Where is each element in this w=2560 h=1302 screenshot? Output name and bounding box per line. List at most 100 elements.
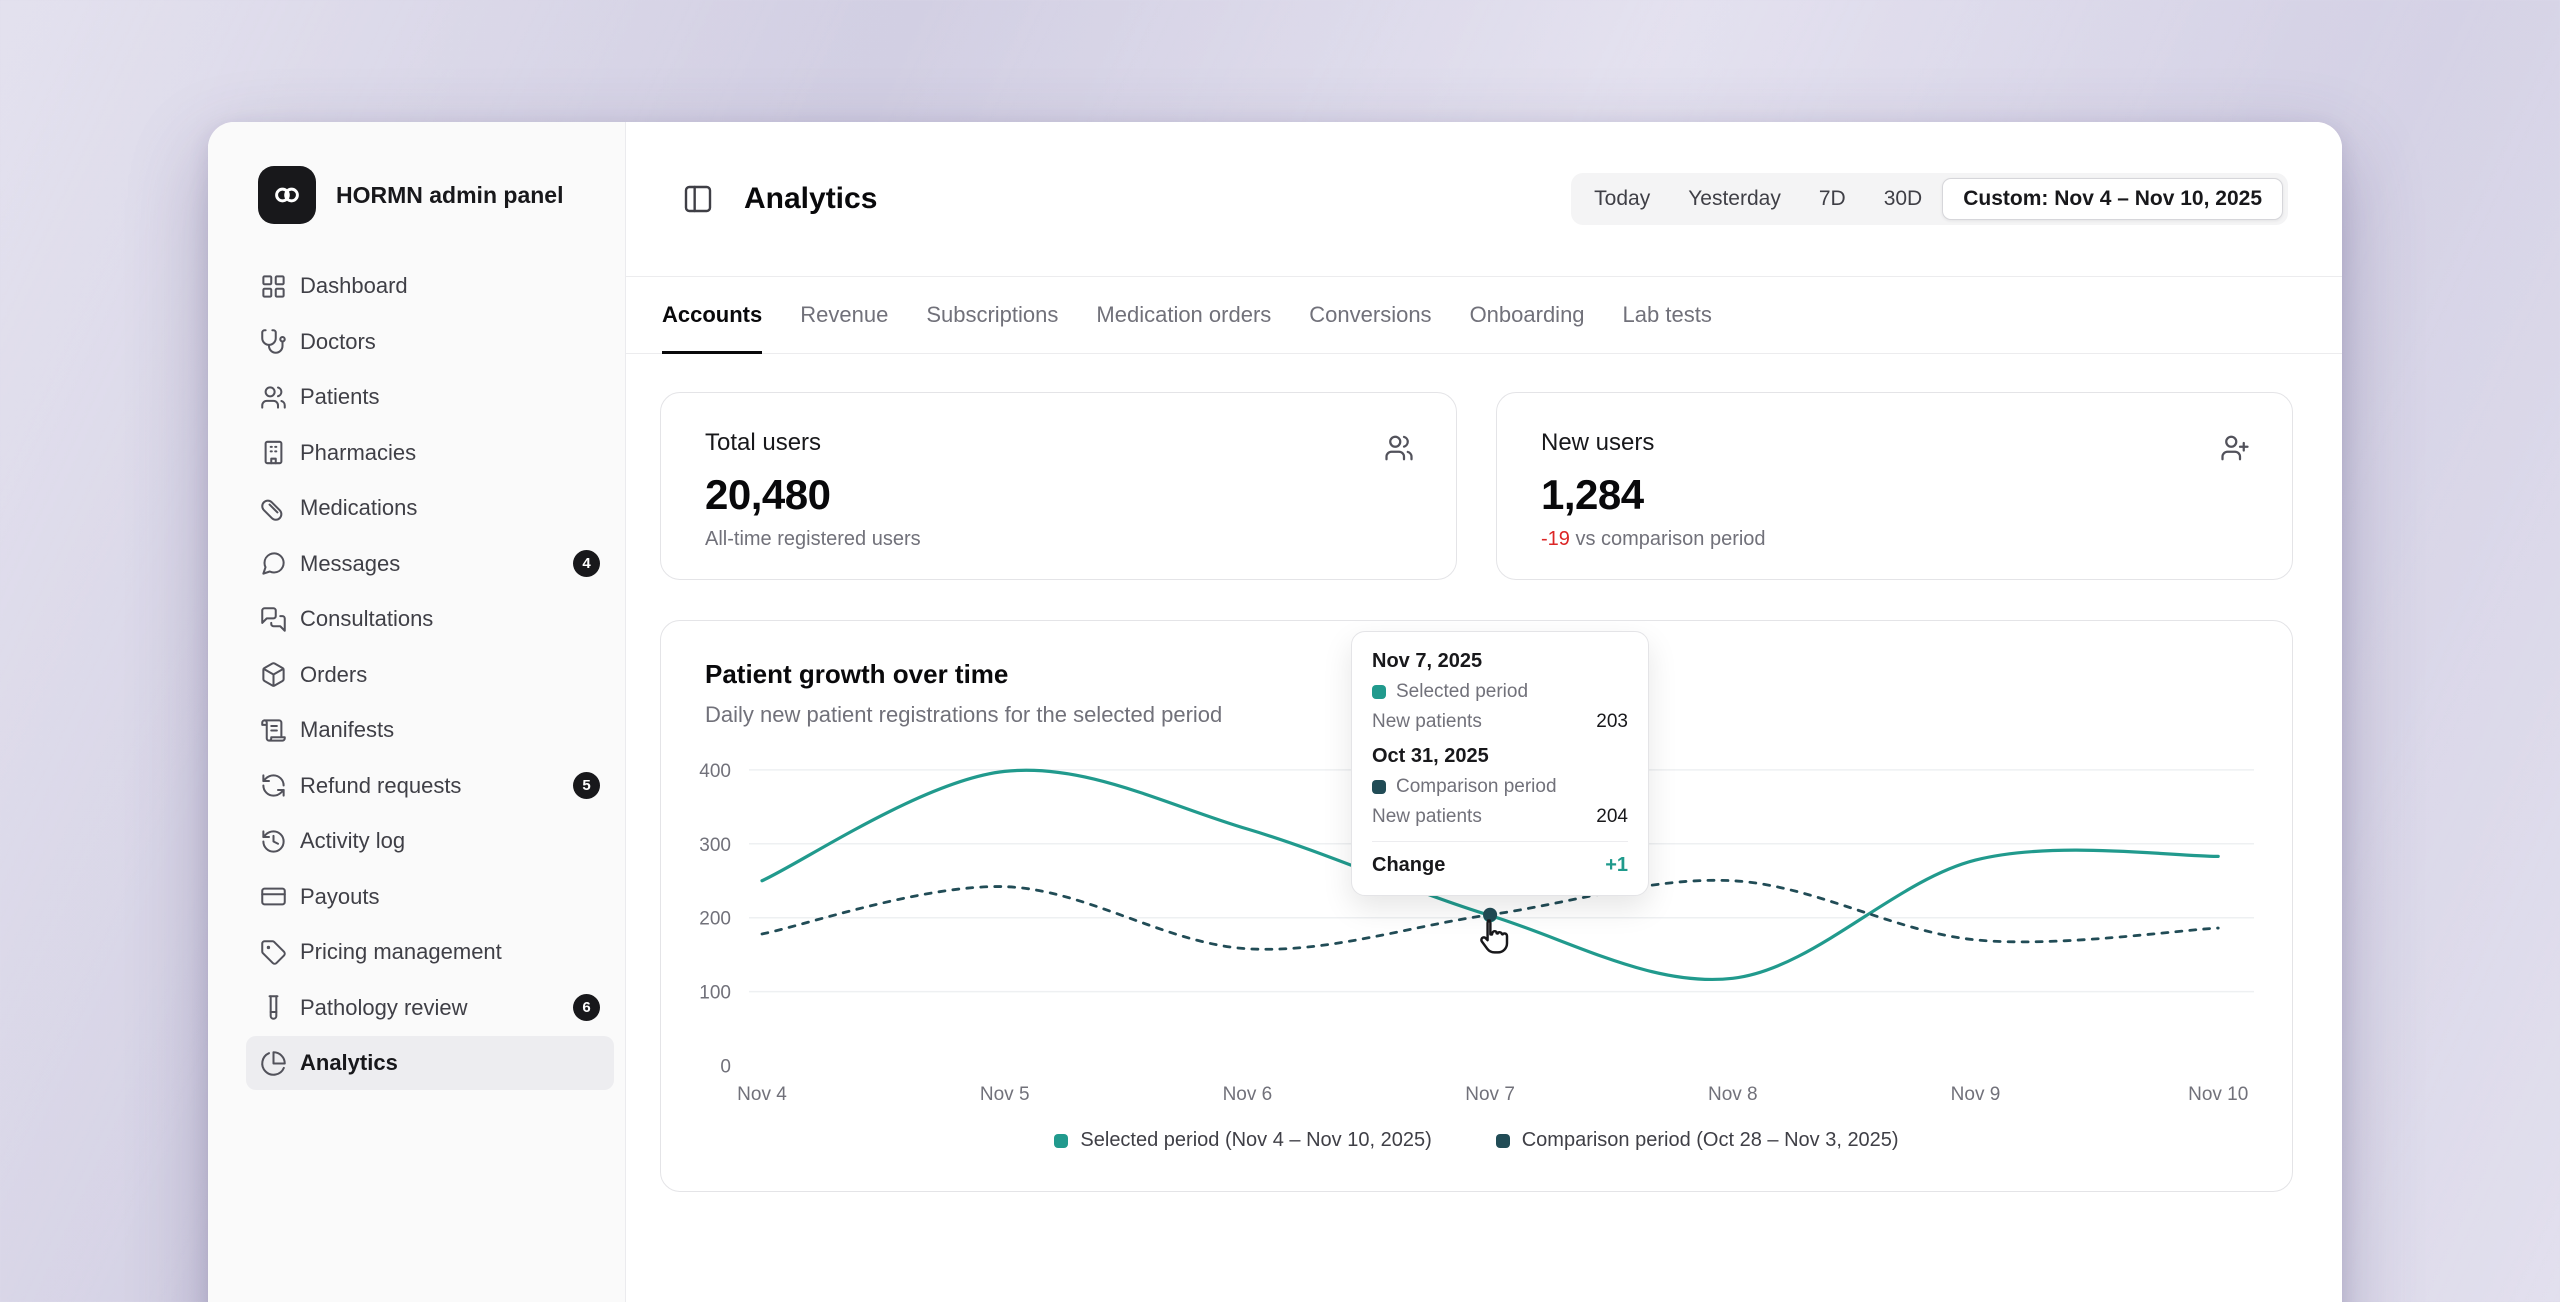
sidebar-item-payouts[interactable]: Payouts bbox=[246, 870, 614, 924]
sidebar-toggle-icon[interactable] bbox=[682, 183, 714, 215]
content: Total users 20,480 All-time registered u… bbox=[626, 354, 2342, 1192]
stat-caption: All-time registered users bbox=[705, 528, 921, 550]
link-icon bbox=[275, 187, 299, 203]
sidebar-item-label: Medications bbox=[300, 495, 418, 520]
sidebar-item-patients[interactable]: Patients bbox=[246, 370, 614, 424]
comparison-swatch bbox=[1495, 1133, 1510, 1148]
sidebar-item-pharmacies[interactable]: Pharmacies bbox=[246, 426, 614, 480]
stat-label: Total users bbox=[705, 429, 822, 456]
range-yesterday-button[interactable]: Yesterday bbox=[1688, 187, 1781, 210]
pill-icon bbox=[260, 495, 287, 522]
refund-requests-badge: 5 bbox=[573, 772, 600, 799]
sidebar-item-label: Payouts bbox=[300, 883, 380, 909]
new-users-card: New users 1,284 -19 vs comparison period bbox=[1496, 392, 2293, 580]
chart-tooltip: Nov 7, 2025 Selected period New patients… bbox=[1351, 631, 1649, 896]
pie-chart-icon bbox=[260, 1050, 287, 1077]
sidebar-item-label: Orders bbox=[300, 661, 368, 687]
message-circle-icon bbox=[260, 550, 287, 577]
legend-label: Selected period (Nov 4 – Nov 10, 2025) bbox=[1080, 1129, 1432, 1151]
delta-caption: vs comparison period bbox=[1569, 528, 1766, 550]
users-icon bbox=[260, 384, 287, 411]
grid-icon bbox=[260, 273, 287, 300]
brand: HORMN admin panel bbox=[246, 166, 613, 224]
new-users-value: 1,284 bbox=[1541, 471, 1644, 518]
sidebar-item-label: Patients bbox=[300, 384, 380, 409]
legend-selected-period[interactable]: Selected period (Nov 4 – Nov 10, 2025) bbox=[1054, 1129, 1432, 1152]
sidebar-item-manifests[interactable]: Manifests bbox=[246, 703, 614, 757]
sidebar-nav: Dashboard Doctors Patients Pharmacies Me… bbox=[246, 259, 614, 1090]
tooltip-selected-date: Nov 7, 2025 bbox=[1372, 650, 1483, 672]
messages-badge: 4 bbox=[573, 550, 600, 577]
stat-label: New users bbox=[1541, 429, 1655, 456]
svg-text:100: 100 bbox=[699, 983, 731, 1004]
tab-accounts[interactable]: Accounts bbox=[662, 277, 763, 354]
chart-title: Patient growth over time bbox=[705, 659, 1009, 689]
total-users-card: Total users 20,480 All-time registered u… bbox=[660, 392, 1457, 580]
main-area: Analytics Today Yesterday 7D 30D Custom:… bbox=[626, 122, 2342, 1302]
sidebar: HORMN admin panel Dashboard Doctors Pati… bbox=[208, 122, 626, 1302]
scroll-icon bbox=[260, 717, 287, 744]
chart-legend: Selected period (Nov 4 – Nov 10, 2025) C… bbox=[661, 1129, 2292, 1152]
selected-swatch bbox=[1054, 1133, 1069, 1148]
legend-comparison-period[interactable]: Comparison period (Oct 28 – Nov 3, 2025) bbox=[1495, 1129, 1899, 1152]
tooltip-comparison-date: Oct 31, 2025 bbox=[1372, 745, 1489, 767]
history-icon bbox=[260, 828, 287, 855]
sidebar-item-label: Pathology review bbox=[300, 994, 468, 1020]
tab-subscriptions[interactable]: Subscriptions bbox=[926, 302, 1059, 327]
tab-conversions[interactable]: Conversions bbox=[1309, 302, 1432, 327]
sidebar-item-label: Manifests bbox=[300, 717, 395, 742]
range-7d-button[interactable]: 7D bbox=[1818, 187, 1846, 210]
sidebar-item-label: Activity log bbox=[300, 828, 406, 853]
sidebar-item-label: Refund requests bbox=[300, 772, 462, 798]
svg-text:300: 300 bbox=[699, 835, 731, 856]
range-today-button[interactable]: Today bbox=[1594, 187, 1651, 210]
tab-medication-orders[interactable]: Medication orders bbox=[1096, 302, 1272, 327]
users-icon bbox=[1384, 433, 1414, 463]
svg-text:Nov 5: Nov 5 bbox=[980, 1084, 1030, 1105]
sidebar-item-analytics[interactable]: Analytics bbox=[246, 1036, 614, 1090]
sidebar-item-pathology-review[interactable]: Pathology review 6 bbox=[246, 981, 614, 1035]
brand-logo bbox=[258, 166, 316, 224]
selected-swatch bbox=[1372, 685, 1386, 699]
stethoscope-icon bbox=[260, 328, 287, 355]
tooltip-change-value: +1 bbox=[1605, 854, 1628, 876]
legend-label: Comparison period (Oct 28 – Nov 3, 2025) bbox=[1521, 1129, 1899, 1151]
sidebar-item-orders[interactable]: Orders bbox=[246, 648, 614, 702]
range-30d-button[interactable]: 30D bbox=[1883, 187, 1923, 210]
patient-growth-chart-card: Patient growth over time Daily new patie… bbox=[660, 620, 2293, 1192]
range-custom-button[interactable]: Custom: Nov 4 – Nov 10, 2025 bbox=[1942, 178, 2283, 220]
svg-text:0: 0 bbox=[720, 1057, 731, 1078]
sidebar-item-medications[interactable]: Medications bbox=[246, 481, 614, 535]
sidebar-item-refund-requests[interactable]: Refund requests 5 bbox=[246, 759, 614, 813]
stat-caption: -19 vs comparison period bbox=[1541, 528, 2248, 551]
svg-text:Nov 6: Nov 6 bbox=[1223, 1084, 1273, 1105]
tooltip-divider bbox=[1372, 841, 1628, 842]
messages-square-icon bbox=[260, 606, 287, 633]
tag-icon bbox=[260, 939, 287, 966]
main-header: Analytics Today Yesterday 7D 30D Custom:… bbox=[626, 122, 2342, 277]
building-icon bbox=[260, 439, 287, 466]
app-title: HORMN admin panel bbox=[336, 181, 564, 208]
tab-lab-tests[interactable]: Lab tests bbox=[1622, 302, 1712, 327]
sidebar-item-dashboard[interactable]: Dashboard bbox=[246, 259, 614, 313]
tooltip-change-row: Change +1 bbox=[1372, 854, 1628, 877]
tab-revenue[interactable]: Revenue bbox=[800, 302, 889, 327]
sidebar-item-doctors[interactable]: Doctors bbox=[246, 315, 614, 369]
svg-text:Nov 7: Nov 7 bbox=[1465, 1084, 1515, 1105]
tooltip-metric-value: 203 bbox=[1596, 711, 1628, 732]
svg-text:200: 200 bbox=[699, 909, 731, 930]
sidebar-item-messages[interactable]: Messages 4 bbox=[246, 537, 614, 591]
user-plus-icon bbox=[2220, 433, 2250, 463]
total-users-value: 20,480 bbox=[705, 471, 831, 518]
sidebar-item-pricing-management[interactable]: Pricing management bbox=[246, 925, 614, 979]
tooltip-change-label: Change bbox=[1372, 854, 1446, 876]
date-range-group: Today Yesterday 7D 30D Custom: Nov 4 – N… bbox=[1571, 173, 2288, 225]
stats-row: Total users 20,480 All-time registered u… bbox=[660, 392, 2293, 580]
sidebar-item-activity-log[interactable]: Activity log bbox=[246, 814, 614, 868]
pathology-review-badge: 6 bbox=[573, 994, 600, 1021]
sidebar-item-label: Dashboard bbox=[300, 273, 408, 298]
app-window: HORMN admin panel Dashboard Doctors Pati… bbox=[208, 122, 2342, 1302]
tab-onboarding[interactable]: Onboarding bbox=[1469, 302, 1585, 327]
sidebar-item-consultations[interactable]: Consultations bbox=[246, 592, 614, 646]
svg-text:Nov 8: Nov 8 bbox=[1708, 1084, 1758, 1105]
